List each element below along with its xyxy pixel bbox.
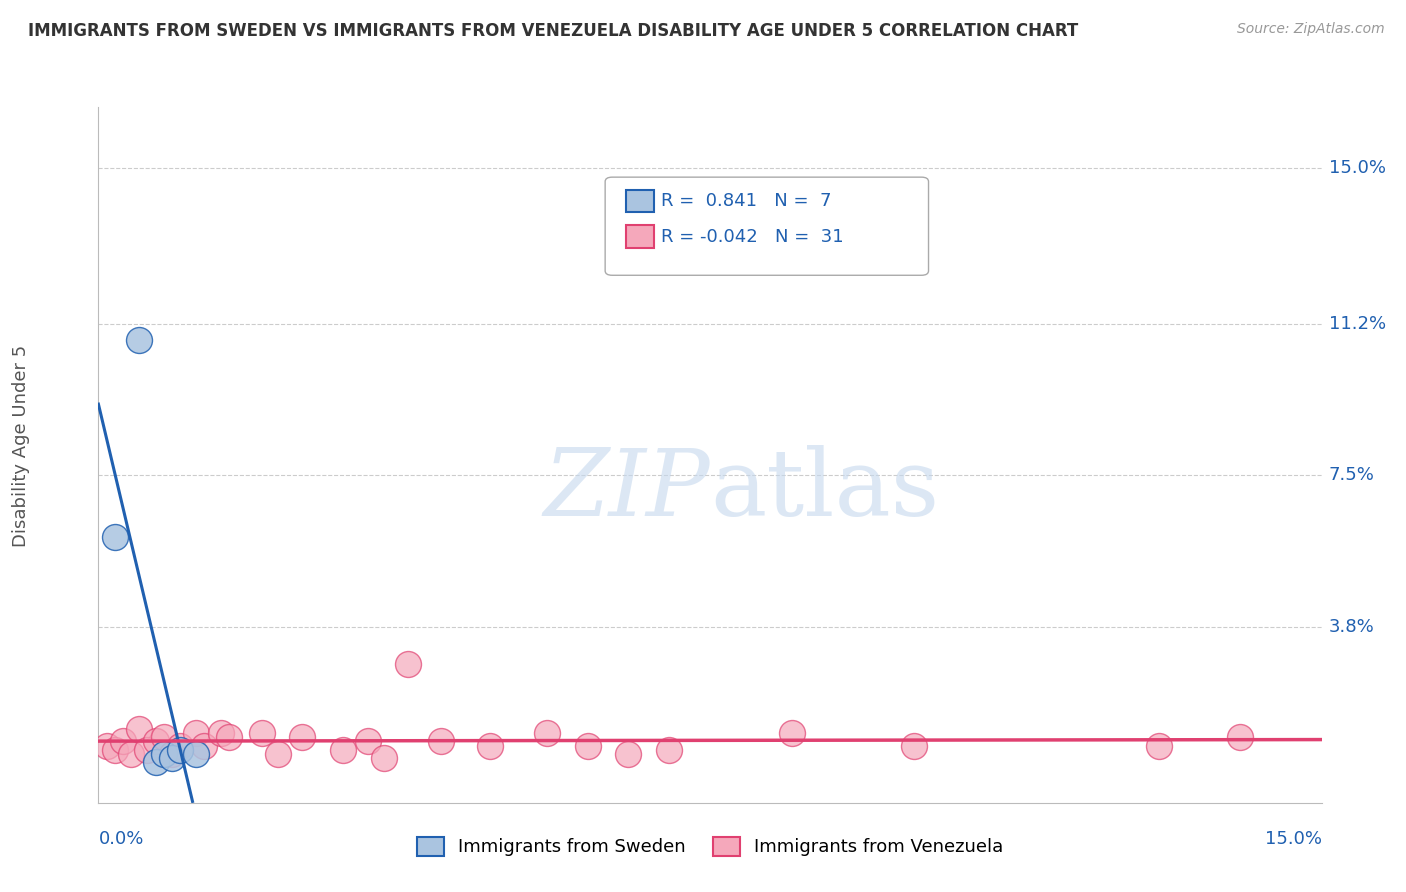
Point (136, 742, 159, 756)
Point (576, 739, 599, 753)
Point (145, 734, 167, 748)
Text: 0.0%: 0.0% (98, 830, 143, 847)
Point (356, 734, 378, 748)
Text: ZIP: ZIP (543, 445, 710, 534)
Point (169, 739, 191, 753)
Point (193, 739, 215, 753)
Point (780, 726, 803, 740)
Text: 3.8%: 3.8% (1329, 618, 1375, 636)
Text: R =  0.841   N =  7: R = 0.841 N = 7 (661, 193, 832, 211)
Text: 15.0%: 15.0% (1329, 160, 1386, 178)
Point (536, 726, 558, 740)
Point (209, 726, 232, 740)
Point (267, 747, 290, 761)
Point (152, 747, 174, 761)
Point (104, 742, 127, 756)
Point (160, 751, 183, 765)
Point (186, 726, 208, 740)
Point (128, 334, 150, 348)
Point (128, 722, 150, 736)
Point (160, 747, 183, 761)
Point (169, 742, 191, 756)
Legend: Immigrants from Sweden, Immigrants from Venezuela: Immigrants from Sweden, Immigrants from … (416, 837, 1004, 856)
Point (218, 731, 240, 745)
Point (332, 742, 354, 756)
Text: 15.0%: 15.0% (1264, 830, 1322, 847)
Point (145, 755, 167, 769)
Point (96, 739, 118, 753)
Point (373, 751, 395, 765)
Text: Disability Age Under 5: Disability Age Under 5 (13, 345, 30, 547)
Text: 7.5%: 7.5% (1329, 467, 1375, 484)
Point (478, 739, 501, 753)
Point (120, 747, 142, 761)
Point (104, 530, 127, 544)
Text: R = -0.042   N =  31: R = -0.042 N = 31 (661, 228, 844, 246)
Point (186, 747, 208, 761)
Point (903, 739, 925, 753)
Point (152, 731, 174, 745)
Point (430, 734, 453, 748)
Point (250, 726, 273, 740)
Point (617, 747, 640, 761)
Point (1229, 731, 1251, 745)
Text: Source: ZipAtlas.com: Source: ZipAtlas.com (1237, 22, 1385, 37)
Text: 11.2%: 11.2% (1329, 315, 1386, 333)
Point (396, 657, 419, 671)
Text: atlas: atlas (710, 445, 939, 534)
Point (111, 734, 134, 748)
Point (658, 742, 681, 756)
Text: IMMIGRANTS FROM SWEDEN VS IMMIGRANTS FROM VENEZUELA DISABILITY AGE UNDER 5 CORRE: IMMIGRANTS FROM SWEDEN VS IMMIGRANTS FRO… (28, 22, 1078, 40)
Point (291, 731, 314, 745)
Point (1147, 739, 1170, 753)
